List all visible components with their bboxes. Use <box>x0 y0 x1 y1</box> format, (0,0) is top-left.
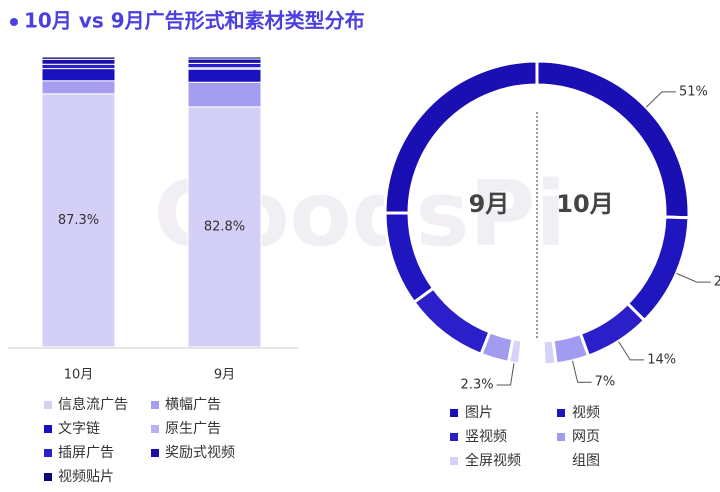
bar-segment <box>187 106 262 348</box>
legend-label: 全屏视频 <box>465 452 521 469</box>
legend-swatch <box>151 425 159 433</box>
leader-line <box>645 91 676 108</box>
bar-segment <box>41 80 116 95</box>
data-label: 87.3% <box>58 213 99 228</box>
legend-label: 文字链 <box>58 421 100 437</box>
data-label: 7% <box>595 375 616 390</box>
leader-line <box>496 363 515 386</box>
legend-swatch <box>151 449 159 457</box>
legend-label: 竖视频 <box>465 429 507 445</box>
legend-label: 横幅广告 <box>165 397 221 413</box>
legend-swatch <box>44 473 52 481</box>
data-label: 2.3% <box>461 377 494 392</box>
donut-segment <box>411 286 492 357</box>
legend-label: 信息流广告 <box>58 396 128 413</box>
data-label: 14% <box>647 352 676 367</box>
legend-swatch <box>151 401 159 409</box>
bar-segment <box>187 81 262 108</box>
legend-swatch <box>44 449 52 457</box>
donut-segment <box>551 331 591 366</box>
legend-label: 视频 <box>572 405 600 421</box>
bar-segment <box>187 58 262 64</box>
legend-swatch <box>557 433 565 441</box>
leader-line <box>676 272 711 283</box>
legend-label: 奖励式视频 <box>165 444 235 461</box>
legend-swatch <box>44 401 52 409</box>
legend-swatch <box>557 457 565 465</box>
data-label: 24% <box>714 275 720 290</box>
leader-line <box>571 360 592 383</box>
leader-line <box>618 341 645 361</box>
title: 10月 vs 9月广告形式和素材类型分布 <box>24 9 365 33</box>
legend-label: 视频贴片 <box>58 469 114 485</box>
half-label: 10月 <box>556 190 613 218</box>
legend-swatch <box>557 409 565 417</box>
donut-segment <box>517 338 539 367</box>
legend-label: 组图 <box>572 453 600 469</box>
bar-segment <box>187 62 262 69</box>
bar-segment <box>41 63 116 70</box>
half-label: 9月 <box>469 190 510 218</box>
bar-segment <box>187 68 262 83</box>
x-tick-label: 10月 <box>64 368 94 383</box>
x-tick-label: 9月 <box>214 368 235 383</box>
legend-swatch <box>450 457 458 465</box>
legend-label: 原生广告 <box>165 421 221 437</box>
bar-segment <box>41 56 116 60</box>
bar-segment <box>41 68 116 82</box>
data-label: 82.8% <box>204 219 245 234</box>
donut-segment <box>625 215 691 323</box>
bar-segment <box>41 93 116 348</box>
legend-swatch <box>450 409 458 417</box>
data-label: 51% <box>679 84 708 99</box>
bar-segment <box>41 58 116 65</box>
legend-label: 网页 <box>572 429 600 445</box>
legend-swatch <box>44 425 52 433</box>
bar-segment <box>187 56 262 60</box>
legend-label: 图片 <box>465 405 493 421</box>
title-bullet <box>10 18 18 26</box>
donut-segment <box>578 301 647 358</box>
legend-swatch <box>450 433 458 441</box>
legend-label: 插屏广告 <box>58 445 114 461</box>
